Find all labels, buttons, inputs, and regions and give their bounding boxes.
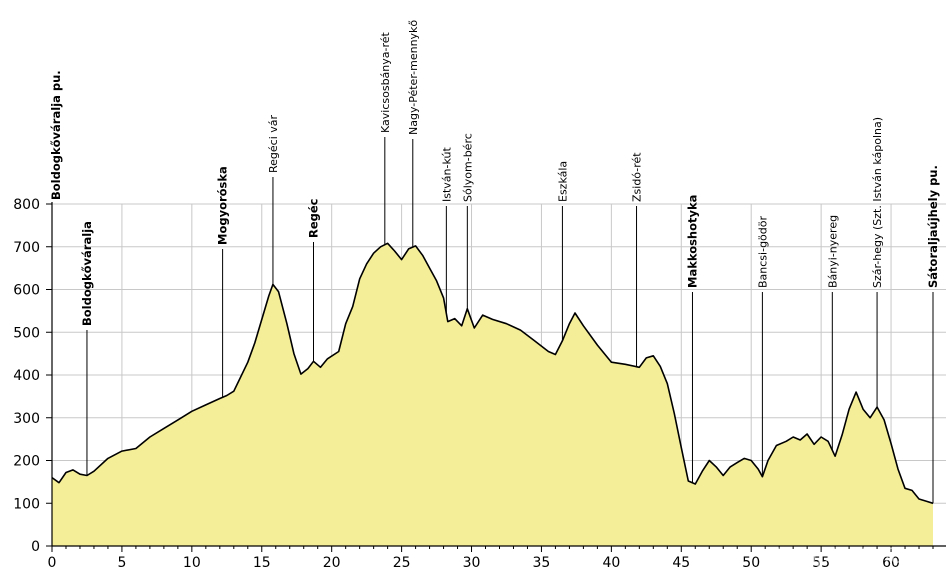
x-tick-label: 25: [393, 555, 411, 571]
y-tick-label: 200: [13, 454, 40, 470]
annotation-label: Boldogkőváralja: [80, 221, 94, 326]
waypoint-annotations: Boldogkőváralja pu. Boldogkőváralja Mogyor…: [49, 20, 940, 504]
elevation-line: [51, 242, 934, 505]
annotation-label: Bányi-nyereg: [826, 215, 839, 288]
y-tick-label: 100: [13, 496, 40, 512]
elevation-fill: [52, 243, 933, 547]
annotation-label: Regéc: [307, 198, 321, 238]
watermark: hadiploki.nfo.hu: [774, 544, 935, 568]
annotation-label: Bancsi-gödör: [756, 216, 769, 288]
y-tick-label: 700: [13, 240, 40, 256]
annotation-label: Zsidó-rét: [631, 152, 644, 202]
y-tick-label: 300: [13, 411, 40, 427]
x-tick-label: 10: [183, 555, 201, 571]
annotation-label: Kavicsosbánya-rét: [379, 31, 392, 133]
annotation-label: Makkoshotyka: [685, 195, 699, 288]
x-tick-label: 30: [463, 555, 481, 571]
annotation-label: Sátoraljaújhely pu.: [926, 165, 940, 288]
x-tick-label: 5: [117, 555, 126, 571]
y-tick-label: 500: [13, 325, 40, 341]
annotation-label: Regéci vár: [267, 114, 280, 173]
profile-area: [51, 242, 934, 547]
x-tick-label: 40: [602, 555, 620, 571]
y-tick-label: 800: [13, 197, 40, 213]
annotation-label: Eszkála: [556, 161, 569, 202]
y-tick-label: 400: [13, 368, 40, 384]
x-tick-label: 45: [672, 555, 690, 571]
x-tick-label: 50: [742, 555, 760, 571]
annotation-label: Szár-hegy (Szt. István kápolna): [871, 117, 884, 288]
y-tick-label: 0: [31, 539, 40, 555]
x-tick-label: 15: [253, 555, 271, 571]
x-tick-label: 20: [323, 555, 341, 571]
annotation-label: István-kút: [440, 147, 453, 202]
annotation-label: Mogyoróska: [216, 166, 230, 245]
x-tick-label: 0: [48, 555, 57, 571]
y-tick-label: 600: [13, 283, 40, 299]
annotation-label: Nagy-Péter-mennykő: [407, 20, 420, 135]
x-tick-label: 35: [533, 555, 551, 571]
axes: 0 100 200 300 400 500 600 700 800 0 5 10 15 20 25 30 35 4…: [13, 197, 946, 571]
annotation-label: Sólyom-bérc: [461, 133, 474, 202]
annotation-label: Boldogkőváralja pu.: [49, 70, 63, 200]
x-tick-label: 55: [812, 555, 830, 571]
x-tick-label: 60: [882, 555, 900, 571]
